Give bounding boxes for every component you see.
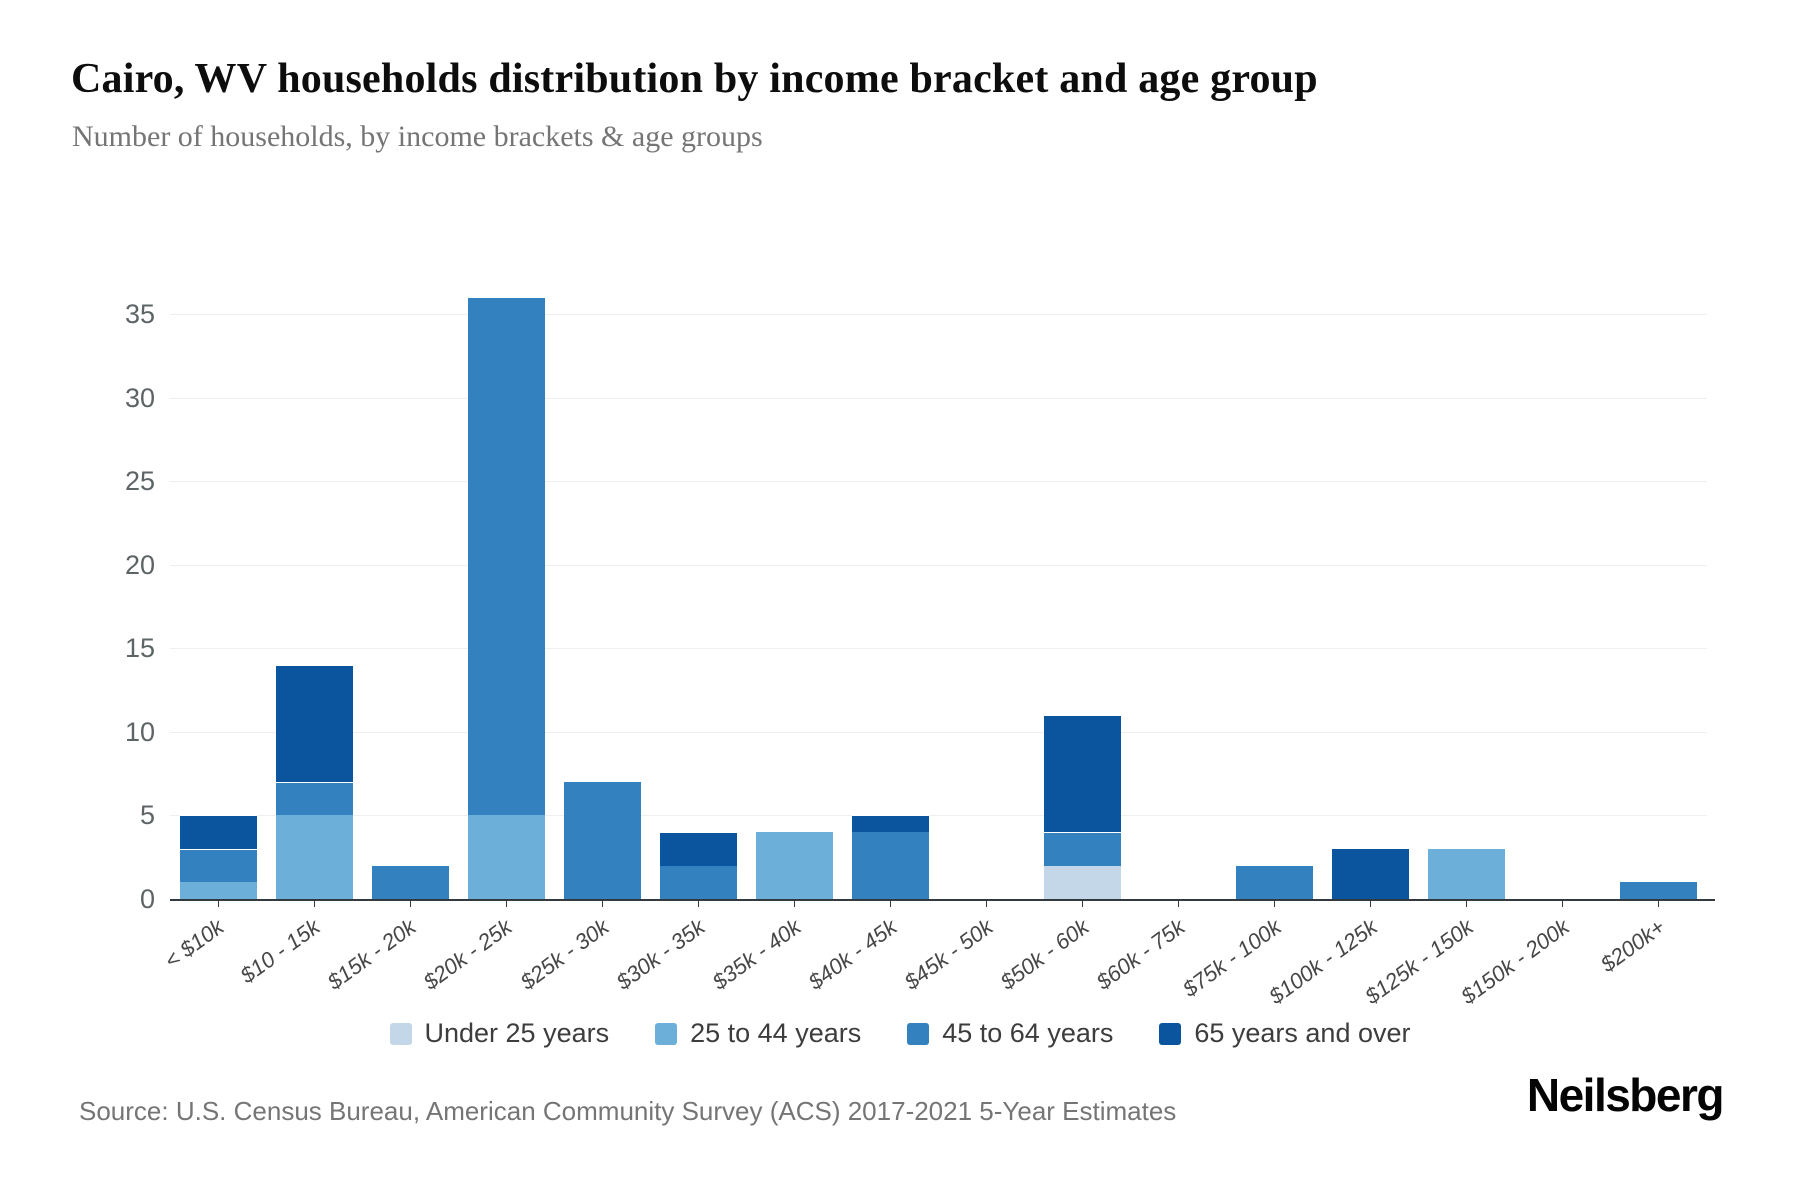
bar-segment-50k-60k-45-to-64-years[interactable]: [1044, 832, 1122, 866]
x-tick-40k-45k: [889, 900, 891, 907]
x-tick-label-text: $10 - 15k: [235, 914, 325, 989]
legend-swatch-icon: [655, 1022, 678, 1045]
y-tick-label-5: 5: [139, 800, 155, 831]
bar-segment-40k-45k-45-to-64-years[interactable]: [851, 832, 929, 899]
x-tick-label-text: $50k - 60k: [995, 914, 1094, 995]
y-tick-label-15: 15: [124, 633, 155, 664]
chart-subtitle: Number of households, by income brackets…: [72, 120, 763, 153]
x-tick-200k: [1658, 900, 1660, 907]
gridline-35: [170, 314, 1707, 316]
bar-segment-10k-45-to-64-years[interactable]: [179, 848, 257, 883]
x-tick-100k-125k: [1370, 900, 1372, 907]
gridline-15: [170, 648, 1707, 650]
x-tick-15k-20k: [409, 900, 411, 907]
bar-segment-75k-100k-45-to-64-years[interactable]: [1236, 865, 1314, 899]
legend-label: 45 to 64 years: [942, 1018, 1114, 1048]
x-tick-label-text: $30k - 35k: [611, 914, 710, 995]
legend-item-25-to-44-years[interactable]: 25 to 44 years: [655, 1018, 861, 1049]
bar-segment-35k-40k-25-to-44-years[interactable]: [755, 832, 833, 899]
legend-label: 65 years and over: [1194, 1018, 1411, 1048]
gridline-30: [170, 397, 1707, 399]
y-tick-label-10: 10: [124, 716, 155, 747]
x-tick-25k-30k: [601, 900, 603, 907]
bar-segment-30k-35k-45-to-64-years[interactable]: [659, 865, 737, 899]
x-tick-60k-75k: [1178, 900, 1180, 907]
bar-segment-15k-20k-45-to-64-years[interactable]: [371, 865, 449, 899]
x-tick-10k: [217, 900, 219, 907]
x-tick-75k-100k: [1274, 900, 1276, 907]
y-tick-label-25: 25: [124, 466, 155, 497]
neilsberg-logo: Neilsberg: [1526, 1069, 1725, 1121]
bar-segment-10-15k-65-years-and-over[interactable]: [275, 665, 353, 783]
bar-segment-125k-150k-25-to-44-years[interactable]: [1428, 848, 1506, 899]
x-tick-label-text: $200k+: [1596, 914, 1670, 978]
x-tick-150k-200k: [1562, 900, 1564, 907]
bar-segment-20k-25k-45-to-64-years[interactable]: [467, 297, 545, 816]
legend-label: Under 25 years: [424, 1018, 610, 1048]
x-tick-label-text: $35k - 40k: [707, 914, 806, 995]
source-text: Source: U.S. Census Bureau, American Com…: [79, 1096, 1177, 1126]
y-tick-label-35: 35: [124, 299, 155, 330]
x-tick-10-15k: [313, 900, 315, 907]
x-tick-125k-150k: [1466, 900, 1468, 907]
gridline-10: [170, 731, 1707, 733]
y-tick-label-0: 0: [139, 884, 155, 914]
x-tick-label-text: < $10k: [160, 914, 229, 974]
legend: Under 25 years 25 to 44 years 45 to 64 yea…: [0, 1018, 1800, 1049]
legend-label: 25 to 44 years: [690, 1018, 862, 1048]
bar-segment-10k-65-years-and-over[interactable]: [179, 815, 257, 849]
x-tick-label-text: $40k - 45k: [803, 914, 902, 995]
bar-segment-10k-25-to-44-years[interactable]: [179, 882, 257, 899]
bar-segment-40k-45k-65-years-and-over[interactable]: [851, 815, 929, 833]
x-tick-label-text: $60k - 75k: [1091, 914, 1190, 995]
bar-segment-30k-35k-65-years-and-over[interactable]: [659, 832, 737, 866]
gridline-20: [170, 564, 1707, 566]
legend-swatch-icon: [389, 1022, 412, 1045]
bar-segment-20k-25k-25-to-44-years[interactable]: [467, 815, 545, 899]
x-tick-35k-40k: [793, 900, 795, 907]
x-tick-label-text: $45k - 50k: [899, 914, 998, 995]
chart-title: Cairo, WV households distribution by inc…: [71, 56, 1318, 102]
gridline-25: [170, 481, 1707, 483]
legend-item-45-to-64-years[interactable]: 45 to 64 years: [907, 1018, 1113, 1049]
bar-segment-25k-30k-45-to-64-years[interactable]: [563, 782, 641, 899]
x-tick-20k-25k: [505, 900, 507, 907]
x-tick-label-text: $25k - 30k: [515, 914, 613, 995]
legend-swatch-icon: [907, 1022, 930, 1045]
bar-segment-50k-60k-under-25-years[interactable]: [1044, 865, 1122, 899]
legend-swatch-icon: [1159, 1022, 1182, 1045]
bar-segment-50k-60k-65-years-and-over[interactable]: [1044, 715, 1122, 833]
gridline-5: [170, 815, 1707, 817]
bar-segment-100k-125k-65-years-and-over[interactable]: [1332, 848, 1410, 899]
x-axis-line: [170, 899, 1715, 901]
bar-segment-10-15k-45-to-64-years[interactable]: [275, 782, 353, 816]
y-tick-label-30: 30: [124, 382, 155, 413]
bar-segment-200k-45-to-64-years[interactable]: [1620, 882, 1698, 899]
x-tick-30k-35k: [697, 900, 699, 907]
x-tick-label-text: $20k - 25k: [419, 914, 517, 995]
y-tick-label-20: 20: [124, 549, 155, 580]
legend-item-under-25-years[interactable]: Under 25 years: [389, 1018, 610, 1049]
legend-item-65-years-and-over[interactable]: 65 years and over: [1159, 1018, 1411, 1049]
x-tick-45k-50k: [986, 900, 988, 907]
x-tick-50k-60k: [1082, 900, 1084, 907]
x-tick-label-text: $15k - 20k: [323, 914, 421, 995]
bar-segment-10-15k-25-to-44-years[interactable]: [275, 815, 353, 899]
